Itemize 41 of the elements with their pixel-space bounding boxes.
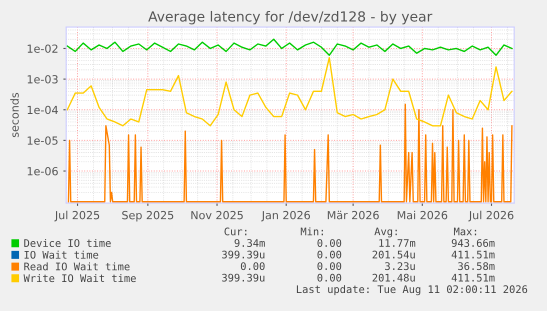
- text: 11.77m: [379, 239, 416, 247]
- x-tick-label: Jul 2025: [54, 210, 100, 222]
- text: 399.39u: [222, 250, 264, 259]
- text: Max:: [454, 228, 476, 236]
- x-tick-label: Nov 2025: [191, 210, 243, 220]
- y-tick-label: 1e-04: [28, 106, 58, 114]
- chart-title: Average latency for /dev/zd128 - by year: [148, 10, 432, 24]
- x-tick-label: Mai 2026: [398, 210, 448, 220]
- text: 0.00: [317, 239, 342, 247]
- legend-label: Write IO Wait time: [24, 274, 136, 282]
- legend-label: Read IO Wait time: [24, 262, 130, 270]
- x-tick-label: Jan 2026: [261, 210, 310, 222]
- text: 36.58m: [458, 262, 495, 270]
- text: 411.51m: [452, 274, 495, 282]
- text: 411.51m: [452, 250, 495, 259]
- text: 9.34m: [234, 239, 265, 247]
- legend-label: Device IO time: [24, 238, 111, 248]
- y-tick-label: 1e-06: [28, 167, 58, 176]
- x-tick-label: Jul 2026: [468, 210, 514, 222]
- x-tick-label: Sep 2025: [122, 210, 174, 222]
- x-tick-label: Mär 2026: [328, 210, 379, 220]
- text: 399.39u: [222, 274, 264, 282]
- text: 0.00: [317, 274, 342, 282]
- text: Last update: Tue Aug 11 02:00:11 2026: [296, 285, 528, 296]
- line-series: [66, 57, 513, 126]
- text: Min:: [300, 227, 323, 236]
- text: 3.23u: [385, 262, 415, 270]
- text: 201.54u: [372, 250, 415, 259]
- text: 0.00: [317, 262, 342, 270]
- y-axis-title: seconds: [10, 92, 19, 138]
- text: Avg:: [374, 228, 397, 238]
- text: 943.66m: [452, 239, 495, 247]
- y-tick-label: 1e-05: [28, 136, 58, 145]
- line-series: [66, 38, 513, 56]
- y-tick-label: 1e-03: [28, 75, 58, 84]
- text: 0.00: [317, 250, 342, 259]
- text: 0.00: [240, 262, 265, 270]
- y-tick-label: 1e-02: [28, 44, 58, 53]
- legend-label: IO Wait time: [24, 250, 98, 259]
- text: Cur:: [224, 228, 246, 236]
- text: 201.48u: [372, 274, 415, 282]
